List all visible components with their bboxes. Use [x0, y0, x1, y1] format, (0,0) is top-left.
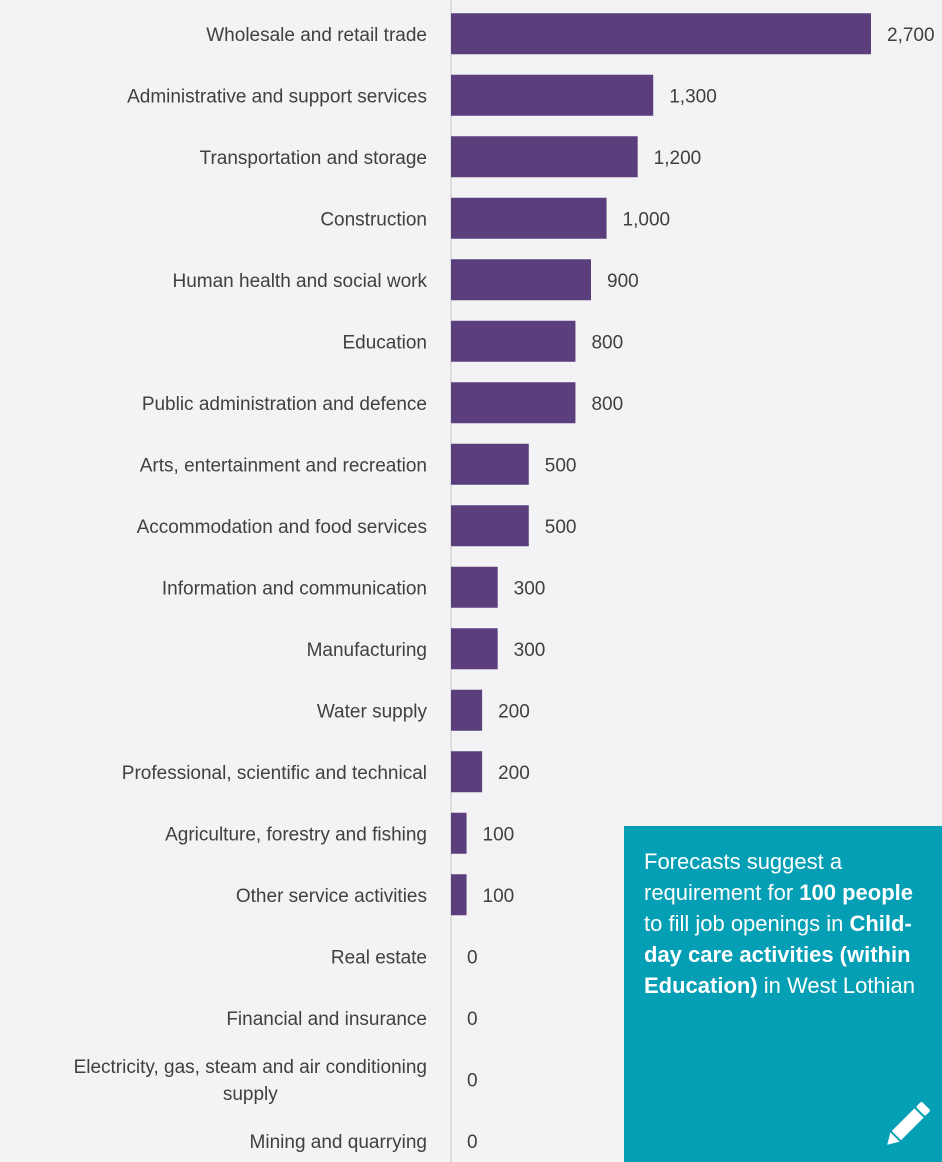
bar [451, 505, 529, 547]
bar [451, 812, 467, 854]
data-label: 500 [545, 455, 577, 476]
category-label: Professional, scientific and technical [122, 763, 427, 784]
data-label: 1,200 [654, 148, 702, 169]
data-label: 200 [498, 763, 530, 784]
data-label: 500 [545, 517, 577, 538]
data-label: 800 [591, 332, 623, 353]
bar [451, 74, 654, 116]
callout-text-part: to fill job openings in [644, 911, 850, 936]
data-label: 200 [498, 701, 530, 722]
category-label: Accommodation and food services [137, 517, 427, 538]
bar [451, 136, 638, 178]
bar [451, 197, 607, 239]
data-label: 1,300 [669, 86, 717, 107]
data-label: 100 [483, 886, 515, 907]
data-label: 0 [467, 1132, 478, 1153]
data-label: 2,700 [887, 25, 935, 46]
data-label: 800 [591, 394, 623, 415]
callout-text-part: in West Lothian [757, 973, 916, 998]
category-label: Transportation and storage [200, 148, 427, 169]
category-label: Electricity, gas, steam and air conditio… [74, 1057, 427, 1105]
callout-text-part: Forecasts suggest a requirement for [644, 849, 843, 905]
category-label: Water supply [317, 701, 428, 722]
data-label: 0 [467, 1009, 478, 1030]
bar [451, 628, 498, 670]
data-label: 0 [467, 1070, 478, 1091]
data-label: 300 [514, 578, 546, 599]
data-label: 900 [607, 271, 639, 292]
data-label: 1,000 [623, 209, 671, 230]
callout-text-bold: 100 people [799, 880, 914, 905]
callout-text-bold: Child-day care activities (within Educat… [644, 911, 912, 998]
pencil-icon [887, 1102, 930, 1145]
category-label: Other service activities [236, 886, 427, 907]
bar [451, 566, 498, 608]
bar [451, 689, 483, 731]
category-label: Real estate [331, 947, 427, 968]
category-label: Arts, entertainment and recreation [140, 455, 427, 476]
category-label: Administrative and support services [127, 86, 427, 107]
bar [451, 13, 871, 55]
bar [451, 382, 576, 424]
category-label: Construction [320, 209, 427, 230]
data-label: 100 [483, 824, 515, 845]
bar [451, 874, 467, 916]
bar [451, 320, 576, 362]
callout-box: Forecasts suggest a requirement for 100 … [624, 826, 942, 1162]
bar [451, 443, 529, 485]
category-label: Public administration and defence [142, 394, 427, 415]
category-label: Education [342, 332, 427, 353]
category-label: Manufacturing [307, 640, 427, 661]
data-label: 0 [467, 947, 478, 968]
category-label: Human health and social work [172, 271, 427, 292]
category-label: Agriculture, forestry and fishing [165, 824, 427, 845]
category-label: Information and communication [162, 578, 427, 599]
data-label: 300 [514, 640, 546, 661]
category-label: Mining and quarrying [250, 1132, 427, 1153]
bar [451, 751, 483, 793]
bar [451, 259, 591, 301]
category-label: Financial and insurance [226, 1009, 427, 1030]
callout-text: Forecasts suggest a requirement for 100 … [644, 846, 928, 1001]
category-label: Wholesale and retail trade [206, 25, 427, 46]
